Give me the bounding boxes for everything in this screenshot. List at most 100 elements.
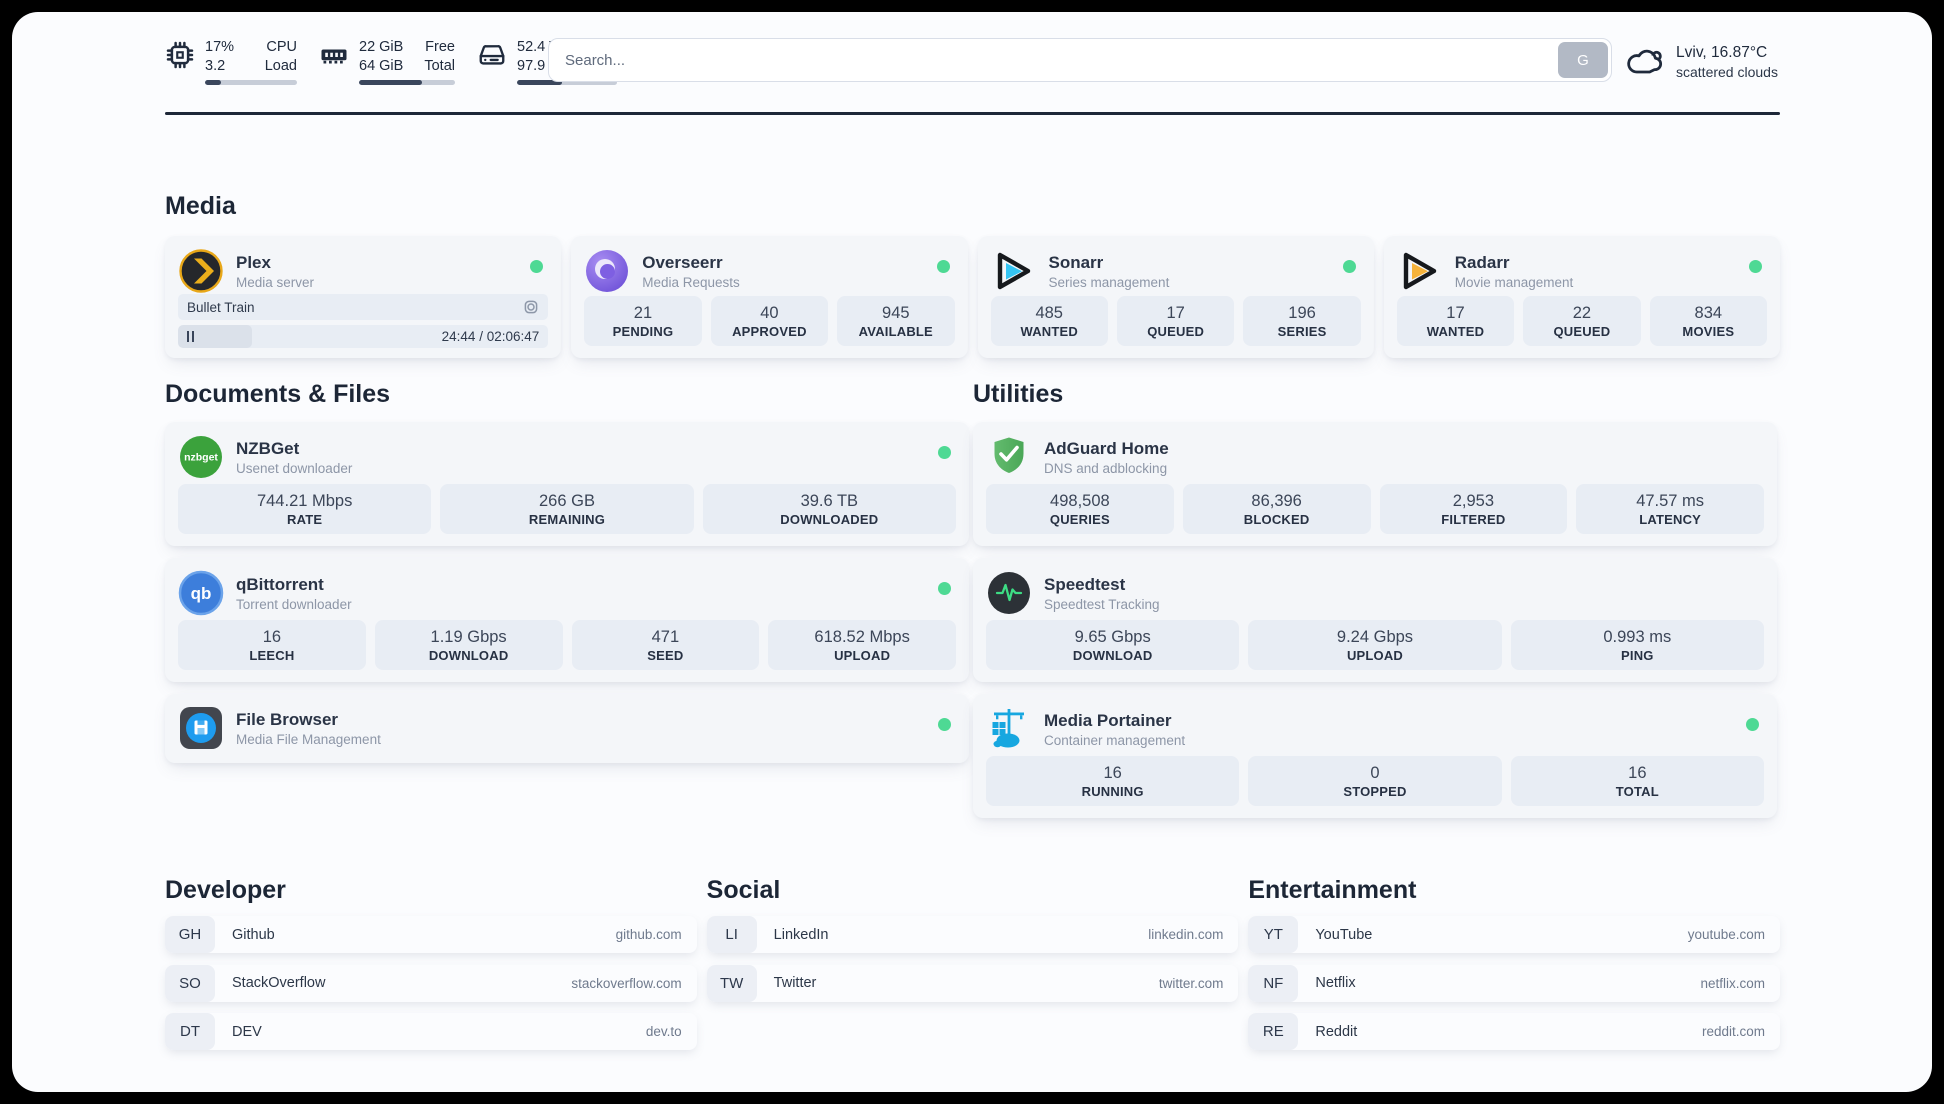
bookmark-reddit[interactable]: RE Reddit reddit.com <box>1248 1013 1781 1050</box>
bookmark-url: dev.to <box>645 1024 682 1039</box>
app-card-adguard[interactable]: AdGuard Home DNS and adblocking 498,508 … <box>973 422 1777 546</box>
bookmark-url: twitter.com <box>1158 975 1224 991</box>
search-provider-button[interactable]: G <box>1558 42 1608 78</box>
stat-value: 9.65 Gbps <box>1074 627 1151 646</box>
stat-value: 2,953 <box>1452 491 1495 510</box>
stat-filtered: 2,953 FILTERED <box>1379 484 1568 534</box>
stat-movies: 834 MOVIES <box>1649 296 1768 346</box>
bookmark-dev[interactable]: DT DEV dev.to <box>165 1013 697 1050</box>
stat-label: LATENCY <box>1639 511 1702 527</box>
stat-value: 471 <box>651 627 680 646</box>
weather-widget[interactable]: Lviv, 16.87°C scattered clouds <box>1626 42 1778 81</box>
stat-label: BLOCKED <box>1243 511 1310 527</box>
stat-latency: 47.57 ms LATENCY <box>1576 484 1764 534</box>
stat-value: 16 <box>1628 763 1647 782</box>
app-card-speedtest[interactable]: Speedtest Speedtest Tracking 9.65 Gbps D… <box>973 558 1777 682</box>
app-subtitle: Media server <box>236 274 315 290</box>
player-progress-bar[interactable]: 24:44 / 02:06:47 <box>178 325 549 348</box>
stat-value: 0.993 ms <box>1603 627 1672 646</box>
cloud-icon <box>1627 49 1663 74</box>
bookmark-abbr: TW <box>706 964 757 1002</box>
app-card-overseerr[interactable]: Overseerr Media Requests 21 PENDING 40 A… <box>571 236 968 358</box>
stat-value: 945 <box>882 303 910 322</box>
cpu-values: 17% 3.2 <box>205 38 234 75</box>
status-dot <box>1746 718 1759 731</box>
section-documents: Documents & Files nzbget NZBGet Usenet d… <box>165 380 969 775</box>
ram-icon <box>321 49 347 64</box>
stat-queued: 22 QUEUED <box>1523 296 1641 346</box>
cpu-progress-fill <box>205 80 221 85</box>
bookmark-url: linkedin.com <box>1148 927 1224 942</box>
bookmark-abbr: LI <box>706 916 757 953</box>
bookmark-github[interactable]: GH Github github.com <box>165 916 697 953</box>
plex-now-playing: Bullet Train 24:44 / 02:06:47 <box>178 294 549 348</box>
search-container: G <box>548 38 1612 82</box>
bookmark-group-entertainment: Entertainment YT YouTube youtube.com NF … <box>1248 876 1781 1062</box>
app-subtitle: Movie management <box>1454 274 1574 290</box>
stat-running: 16 RUNNING <box>986 756 1240 806</box>
app-card-radarr[interactable]: Radarr Movie management 17 WANTED 22 QUE… <box>1383 236 1780 358</box>
stat-value: 21 <box>633 303 653 322</box>
track-title: Bullet Train <box>187 299 255 315</box>
pause-icon[interactable] <box>187 331 194 342</box>
stat-value: 618.52 Mbps <box>814 627 910 646</box>
stat-label: DOWNLOADED <box>780 511 879 527</box>
app-title: NZBGet <box>236 438 300 458</box>
app-card-nzbget[interactable]: nzbget NZBGet Usenet downloader 744.21 M… <box>165 422 969 546</box>
stat-total: 16 TOTAL <box>1510 756 1764 806</box>
stat-value: 22 <box>1572 303 1592 322</box>
search-input[interactable] <box>548 38 1612 82</box>
status-dot <box>530 260 544 273</box>
bookmark-abbr: YT <box>1248 916 1299 953</box>
stat-label: APPROVED <box>732 323 807 339</box>
dashboard-page: 17% 3.2 CPU Load <box>12 12 1932 1092</box>
svg-text:nzbget: nzbget <box>184 452 218 464</box>
cpu-load-value: 3.2 <box>205 57 226 74</box>
bookmark-stackoverflow[interactable]: SO StackOverflow stackoverflow.com <box>165 964 697 1002</box>
app-subtitle: Media File Management <box>236 731 381 747</box>
status-dot <box>1749 260 1762 273</box>
app-title: Media Portainer <box>1044 710 1172 730</box>
stat-label: LEECH <box>249 647 295 663</box>
bookmark-url: netflix.com <box>1700 975 1766 991</box>
section-title-utilities: Utilities <box>973 380 1064 408</box>
app-title: Radarr <box>1454 252 1510 272</box>
bookmark-abbr: DT <box>165 1013 215 1050</box>
portainer-icon <box>986 706 1032 752</box>
bookmark-url: github.com <box>615 927 682 942</box>
app-card-plex[interactable]: Plex Media server Bullet Train <box>165 236 562 358</box>
stat-label: REMAINING <box>528 511 606 527</box>
bookmark-youtube[interactable]: YT YouTube youtube.com <box>1248 916 1781 953</box>
app-card-filebrowser[interactable]: File Browser Media File Management <box>165 694 969 763</box>
stat-label: QUERIES <box>1049 511 1110 527</box>
stat-label: WANTED <box>1020 323 1078 339</box>
bookmark-netflix[interactable]: NF Netflix netflix.com <box>1248 964 1781 1002</box>
app-card-qbittorrent[interactable]: qb qBittorrent Torrent downloader 16 LEE… <box>165 558 969 682</box>
section-utilities: Utilities AdGuard Home <box>973 380 1777 830</box>
app-title: File Browser <box>236 709 339 729</box>
stat-value: 0 <box>1370 763 1380 782</box>
app-subtitle: Torrent downloader <box>236 596 352 612</box>
app-subtitle: Speedtest Tracking <box>1044 596 1160 612</box>
bookmark-name: Github <box>232 926 275 943</box>
now-playing-track: Bullet Train <box>178 294 549 320</box>
app-card-sonarr[interactable]: Sonarr Series management 485 WANTED 17 Q… <box>977 236 1374 358</box>
player-settings-icon[interactable] <box>523 299 539 315</box>
app-title: Plex <box>236 252 271 272</box>
player-time: 24:44 / 02:06:47 <box>441 329 540 344</box>
stat-label: WANTED <box>1426 323 1485 339</box>
stat-download: 9.65 Gbps DOWNLOAD <box>986 620 1240 670</box>
stat-label: AVAILABLE <box>858 323 933 339</box>
nzbget-icon: nzbget <box>178 434 224 480</box>
app-card-portainer[interactable]: Media Portainer Container management 16 … <box>973 694 1777 818</box>
bookmark-linkedin[interactable]: LI LinkedIn linkedin.com <box>706 916 1239 953</box>
bookmark-name: YouTube <box>1315 926 1373 943</box>
stat-label: TOTAL <box>1615 783 1659 799</box>
stat-label: RUNNING <box>1081 783 1144 799</box>
bookmark-twitter[interactable]: TW Twitter twitter.com <box>706 964 1239 1002</box>
stat-pending: 21 PENDING <box>584 296 702 346</box>
svg-text:qb: qb <box>191 584 212 603</box>
stat-value: 498,508 <box>1050 491 1110 510</box>
disk-progress-bar <box>517 80 617 85</box>
bookmark-name: Reddit <box>1315 1023 1358 1040</box>
